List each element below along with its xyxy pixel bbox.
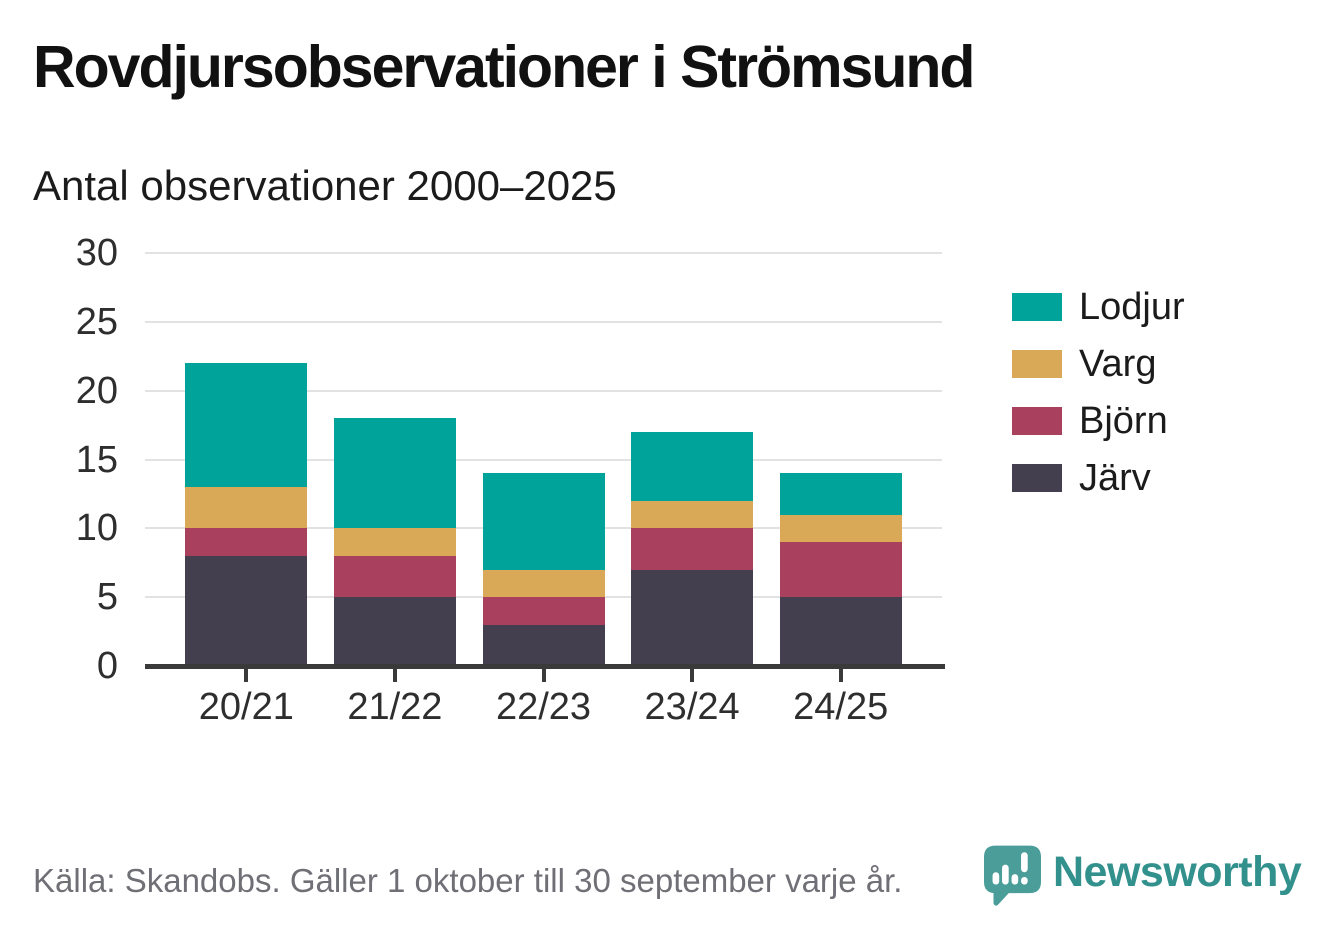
legend-label-björn: Björn [1079, 399, 1168, 442]
legend-item-järv: Järv [1012, 457, 1185, 499]
bar-segment-järv-22-23 [482, 624, 605, 666]
legend-label-järv: Järv [1079, 456, 1151, 499]
x-tick-label-23-24: 23/24 [644, 686, 740, 728]
bar-segment-björn-23-24 [631, 528, 754, 570]
bar-segment-björn-21-22 [333, 555, 456, 598]
gridline-20 [145, 389, 942, 392]
bar-segment-lodjur-20-21 [185, 363, 308, 488]
gridline-30 [145, 252, 942, 254]
legend-swatch-björn [1012, 407, 1062, 435]
plot-area [145, 252, 942, 666]
bar-segment-varg-23-24 [631, 500, 754, 529]
bar-segment-järv-20-21 [185, 555, 308, 666]
bar-segment-lodjur-21-22 [333, 418, 456, 529]
bar-segment-lodjur-23-24 [631, 431, 754, 501]
newsworthy-bubble-icon [984, 845, 1041, 906]
gridline-15 [145, 458, 942, 461]
bar-segment-lodjur-22-23 [482, 473, 605, 570]
x-tick-21-22 [392, 669, 397, 682]
x-tick-24-25 [838, 669, 843, 682]
stacked-bar-23-24 [631, 431, 754, 666]
legend-swatch-varg [1012, 350, 1062, 378]
bar-segment-varg-20-21 [185, 487, 308, 529]
x-tick-23-24 [690, 669, 695, 682]
bar-segment-järv-24-25 [779, 597, 902, 666]
x-tick-20-21 [244, 669, 249, 682]
bar-segment-björn-22-23 [482, 597, 605, 625]
bar-segment-björn-24-25 [779, 542, 902, 598]
y-tick-label-5: 5 [96, 576, 118, 619]
bar-segment-varg-24-25 [779, 514, 902, 543]
x-tick-label-21-22: 21/22 [347, 686, 443, 728]
legend-swatch-järv [1012, 464, 1062, 492]
y-tick-label-0: 0 [96, 645, 118, 687]
chart-legend: Lodjur Varg Björn Järv [1012, 286, 1185, 521]
stacked-bar-24-25 [779, 473, 902, 666]
gridline-25 [145, 320, 942, 323]
bar-segment-lodjur-24-25 [779, 473, 902, 515]
x-tick-label-22-23: 22/23 [495, 686, 592, 728]
x-tick-22-23 [541, 669, 546, 682]
newsworthy-logo: Newsworthy [984, 845, 1302, 907]
legend-item-björn: Björn [1012, 400, 1185, 442]
bar-segment-björn-20-21 [185, 528, 308, 556]
source-note: Källa: Skandobs. Gäller 1 oktober till 3… [33, 862, 903, 899]
y-tick-label-25: 25 [75, 300, 118, 343]
stacked-bar-21-22 [333, 418, 456, 666]
page-title: Rovdjursobservationer i Strömsund [33, 34, 975, 100]
chart-subtitle: Antal observationer 2000–2025 [33, 162, 617, 209]
stacked-bar-22-23 [482, 473, 605, 666]
stacked-bar-20-21 [185, 363, 308, 666]
y-tick-label-10: 10 [75, 507, 118, 550]
x-axis-line [145, 664, 945, 669]
bar-segment-varg-21-22 [333, 528, 456, 556]
legend-item-lodjur: Lodjur [1012, 286, 1185, 328]
newsworthy-wordmark: Newsworthy [1053, 847, 1302, 896]
bar-segment-varg-22-23 [482, 569, 605, 598]
legend-swatch-lodjur [1012, 293, 1062, 321]
legend-item-varg: Varg [1012, 343, 1185, 385]
x-tick-label-24-25: 24/25 [793, 686, 889, 728]
x-tick-label-20-21: 20/21 [198, 686, 294, 728]
bar-segment-järv-23-24 [631, 569, 754, 666]
legend-label-lodjur: Lodjur [1079, 285, 1185, 328]
y-tick-label-30: 30 [75, 232, 118, 274]
y-tick-label-15: 15 [75, 438, 118, 481]
legend-label-varg: Varg [1079, 342, 1157, 385]
bar-segment-järv-21-22 [333, 597, 456, 666]
y-tick-label-20: 20 [75, 369, 118, 412]
